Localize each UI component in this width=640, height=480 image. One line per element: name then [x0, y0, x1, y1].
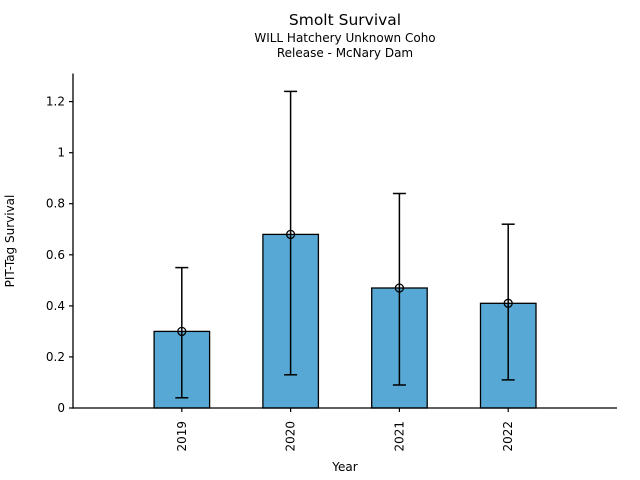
point-marker-2020 — [285, 229, 296, 240]
y-tick-label-1.2: 1.2 — [46, 95, 65, 109]
chart-subtitle-line2: Release - McNary Dam — [277, 46, 413, 60]
chart-subtitle-line1: WILL Hatchery Unknown Coho — [254, 31, 435, 45]
y-tick-label-1: 1 — [57, 146, 65, 160]
y-tick-label-0.6: 0.6 — [46, 248, 65, 262]
chart-title: Smolt Survival — [289, 11, 401, 29]
point-marker-2019 — [177, 326, 187, 337]
y-tick-label-0.4: 0.4 — [46, 299, 65, 313]
point-marker-2021 — [394, 283, 405, 293]
y-tick-label-0: 0 — [57, 401, 65, 415]
y-axis-label: PIT-Tag Survival — [3, 195, 17, 288]
x-axis-label: Year — [331, 460, 357, 474]
point-marker-2022 — [503, 298, 513, 308]
y-tick-label-0.8: 0.8 — [46, 197, 65, 211]
x-tick-label-2021: 2021 — [392, 421, 406, 452]
x-tick-label-2019: 2019 — [175, 421, 189, 452]
x-tick-label-2022: 2022 — [501, 421, 515, 452]
x-tick-label-2020: 2020 — [284, 421, 298, 452]
y-tick-label-0.2: 0.2 — [46, 350, 65, 364]
plot-marks: 0 0.2 0.4 0.6 0.8 1 1.2 2019 2020 2021 2022 — [46, 73, 617, 452]
